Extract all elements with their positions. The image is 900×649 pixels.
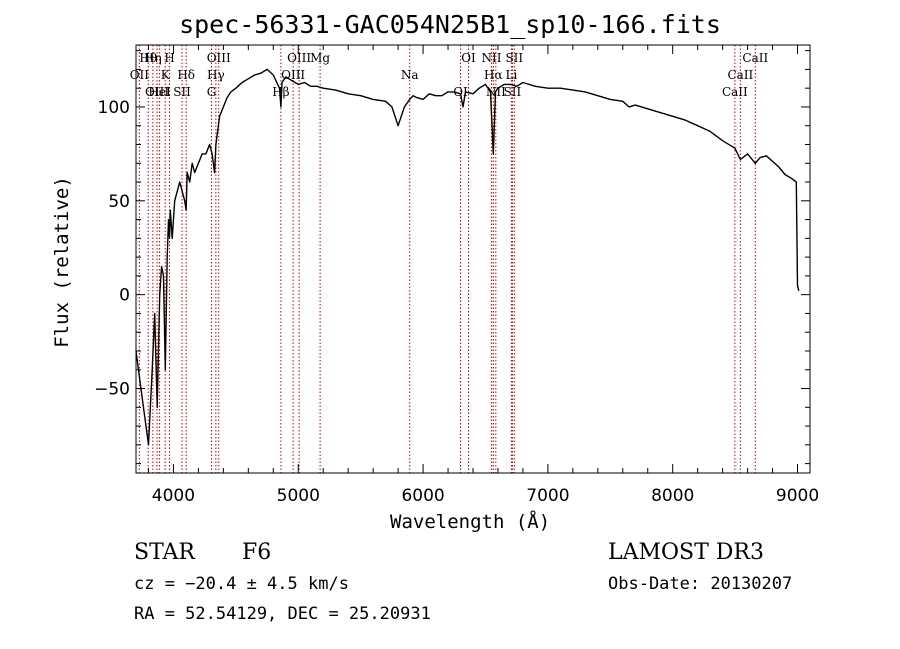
- spectral-line-label: NII: [481, 51, 501, 65]
- spectral-line-label: HeI: [148, 85, 171, 99]
- spectral-line-label: Hβ: [272, 85, 289, 99]
- x-tick-label: 6000: [401, 486, 444, 506]
- spectral-line-label: K: [161, 68, 171, 82]
- spectral-line-label: NII: [486, 85, 506, 99]
- obs-date: Obs-Date: 20130207: [608, 574, 793, 594]
- spectral-line-label: G: [207, 85, 217, 99]
- x-tick-label: 7000: [526, 486, 569, 506]
- spectrum-line: [135, 68, 800, 446]
- chart-title: spec-56331-GAC054N25B1_sp10-166.fits: [179, 10, 721, 39]
- spectral-line-label: Hδ: [177, 68, 195, 82]
- spectral-lines-layer: [138, 45, 756, 473]
- axis-ticks-layer: 4000 5000 6000 7000 8000 9000 −50 0 50 100: [94, 45, 819, 506]
- spectral-line-label: CaII: [722, 85, 748, 99]
- x-tick-label: 5000: [277, 486, 320, 506]
- survey-label: LAMOST DR3: [608, 540, 764, 565]
- spectral-line-label: OI: [461, 51, 476, 65]
- line-labels-layer: Hθ OII OIII Hη K HeI HHδ SII OIII Hγ G OIII OIII Hβ Mg…: [130, 51, 769, 99]
- spectral-line-label: Mg: [310, 51, 330, 65]
- spectral-line-label: Hα: [484, 68, 503, 82]
- spectral-line-label: OIII: [287, 51, 311, 65]
- spectral-line-label: SII: [505, 51, 523, 65]
- subclass-label: F6: [242, 540, 272, 565]
- spectral-line-label: SII: [504, 85, 522, 99]
- spectral-line-label: Li: [506, 68, 518, 82]
- spectral-line-label: Hγ: [207, 68, 225, 82]
- spectral-line-label: OI: [453, 85, 468, 99]
- spectral-line-label: OIII: [281, 68, 305, 82]
- class-label: STAR: [134, 540, 195, 565]
- spectral-line-label: Hη: [144, 51, 162, 65]
- spectral-line-label: SII: [173, 85, 191, 99]
- spectral-line-label: OIII: [207, 51, 231, 65]
- cz-value: cz = −20.4 ± 4.5 km/s: [134, 574, 349, 594]
- y-tick-label: 50: [108, 192, 130, 212]
- series-layer: [135, 68, 800, 446]
- x-axis-label: Wavelength (Å): [390, 511, 551, 533]
- y-tick-label: 0: [119, 286, 130, 306]
- spectral-line-label: Hθ: [139, 51, 157, 65]
- x-tick-label: 4000: [152, 486, 195, 506]
- y-axis-label: Flux (relative): [51, 176, 73, 348]
- spectral-line-label: OII: [130, 68, 150, 82]
- spectral-line-label: Na: [401, 68, 419, 82]
- spectral-line-label: H: [164, 51, 174, 65]
- coordinates: RA = 52.54129, DEC = 25.20931: [134, 604, 431, 624]
- y-tick-label: 100: [98, 98, 130, 118]
- spectral-line-label: CaII: [742, 51, 768, 65]
- x-tick-label: 9000: [776, 486, 819, 506]
- x-tick-label: 8000: [651, 486, 694, 506]
- plot-frame: [135, 44, 811, 474]
- spectral-line-label: OIII: [145, 85, 169, 99]
- spectral-line-label: CaII: [727, 68, 753, 82]
- y-tick-label: −50: [94, 380, 130, 400]
